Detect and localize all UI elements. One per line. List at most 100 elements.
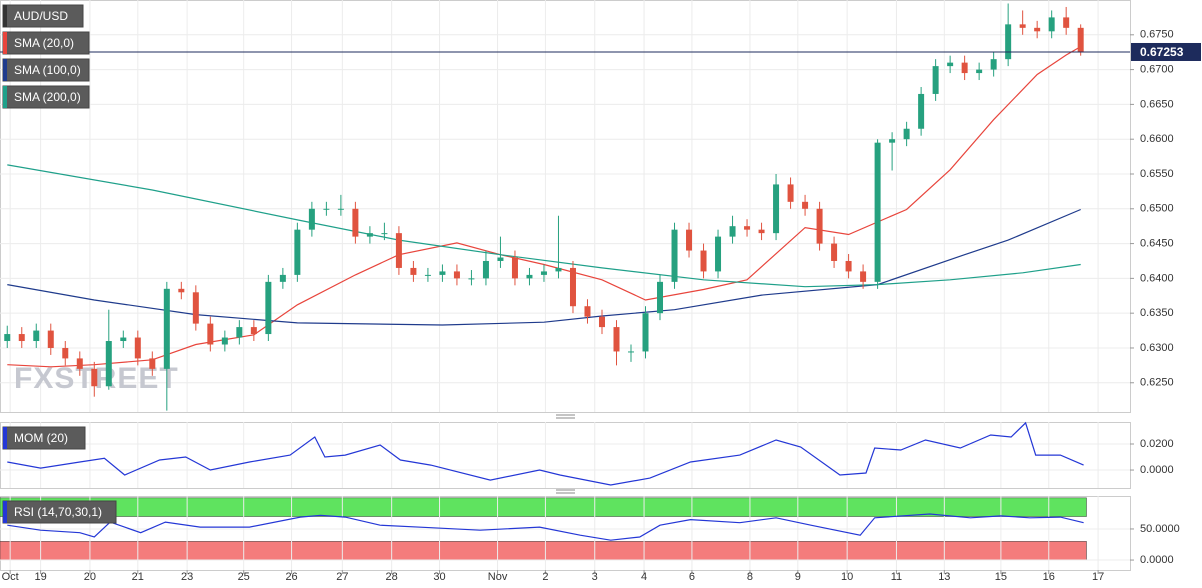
x-tick-label: 23: [181, 571, 193, 583]
candle-body: [584, 306, 591, 317]
candle-body: [831, 243, 838, 261]
y-tick-label: 0.6350: [1140, 307, 1174, 319]
candle-body: [294, 229, 301, 275]
candle-body: [758, 229, 765, 234]
x-tick-label: 21: [132, 571, 144, 583]
y-tick-label: 0.0000: [1140, 554, 1174, 566]
panel-frame: [0, 422, 1131, 489]
x-tick-label: 27: [336, 571, 348, 583]
y-tick-label: 0.6650: [1140, 98, 1174, 110]
candle-body: [482, 260, 489, 279]
y-tick-label: 0.6250: [1140, 377, 1174, 389]
y-tick-label: 50.0000: [1140, 523, 1180, 535]
x-tick-label: 10: [841, 571, 853, 583]
candle-body: [33, 330, 40, 342]
candle-body: [149, 358, 156, 369]
candle-body: [250, 327, 257, 335]
legend-label: SMA (200,0): [14, 90, 81, 104]
x-tick-label: 9: [795, 571, 801, 583]
candle-body: [961, 62, 968, 74]
x-tick-label: 16: [1043, 571, 1055, 583]
candle-body: [18, 334, 25, 342]
indicator-line: [7, 164, 1081, 288]
candle-body: [279, 274, 286, 282]
candle-body: [744, 226, 751, 230]
panel-grips: [556, 414, 575, 494]
candle-body: [1034, 27, 1041, 32]
candle-body: [424, 274, 431, 276]
legend-swatch: [3, 427, 7, 449]
candle-body: [845, 260, 852, 272]
x-tick-label: 6: [689, 571, 695, 583]
legend-swatch: [3, 5, 7, 27]
candle-body: [569, 267, 576, 307]
legend-swatch: [3, 501, 7, 523]
candle-body: [918, 93, 925, 129]
candle-body: [526, 274, 533, 279]
candle-body: [976, 69, 983, 74]
x-tick-label: 19: [34, 571, 46, 583]
candle-body: [628, 351, 635, 353]
x-tick-label: 11: [891, 571, 902, 583]
candle-body: [613, 327, 620, 352]
candle-body: [540, 271, 547, 275]
candle-body: [671, 229, 678, 282]
candle-body: [555, 267, 562, 272]
legend-label: AUD/USD: [14, 9, 68, 23]
y-tick-label: 0.6450: [1140, 237, 1174, 249]
candle-body: [511, 257, 518, 279]
y-tick-label: 0.6500: [1140, 203, 1174, 215]
candle-body: [497, 257, 504, 261]
candle-body: [1077, 27, 1084, 53]
candle-body: [91, 368, 98, 387]
x-tick-label: Nov: [488, 571, 508, 583]
candle-body: [236, 327, 243, 338]
candle-body: [1005, 24, 1012, 60]
candle-body: [1063, 17, 1070, 28]
candle-body: [990, 59, 997, 70]
legend-swatch: [3, 32, 7, 54]
candle-body: [62, 347, 69, 359]
x-tick-label: 30: [433, 571, 445, 583]
candle-body: [395, 233, 402, 268]
candle-body: [207, 323, 214, 345]
candle-body: [381, 233, 388, 235]
legend-label: MOM (20): [14, 431, 68, 445]
candle-body: [1048, 17, 1055, 32]
candle-body: [903, 128, 910, 140]
rsi-band: [0, 541, 1087, 561]
panel-frame: [0, 0, 1131, 413]
y-tick-label: 0.6750: [1140, 29, 1174, 41]
candle-body: [700, 250, 707, 272]
candle-body: [1019, 24, 1026, 28]
candle-body: [932, 66, 939, 94]
legend-label: SMA (100,0): [14, 63, 81, 77]
candle-body: [76, 358, 83, 369]
x-tick-label: 3: [592, 571, 598, 583]
candle-body: [947, 62, 954, 67]
candle-body: [323, 208, 330, 210]
candle-body: [715, 236, 722, 272]
last-price-label: 0.67253: [1140, 45, 1184, 59]
y-tick-label: 0.6600: [1140, 133, 1174, 145]
candle-body: [337, 208, 344, 210]
legend-label: SMA (20,0): [14, 36, 74, 50]
candle-body: [120, 337, 127, 342]
candle-body: [816, 208, 823, 244]
candle-body: [4, 334, 11, 342]
x-tick-label: 20: [84, 571, 96, 583]
last-price-box: [1131, 42, 1201, 61]
candle-body: [802, 201, 809, 209]
candle-body: [453, 271, 460, 279]
candle-body: [657, 281, 664, 314]
y-tick-label: 0.0000: [1140, 464, 1174, 476]
x-tick-label: 17: [1092, 571, 1104, 583]
x-tick-label: Oct: [2, 571, 19, 583]
x-tick-label: 13: [938, 571, 950, 583]
candle-body: [47, 330, 54, 348]
indicator-line: [7, 513, 1084, 541]
candle-body: [439, 271, 446, 275]
y-tick-label: 0.6400: [1140, 272, 1174, 284]
legend-label: RSI (14,70,30,1): [14, 505, 102, 519]
y-tick-label: 0.6550: [1140, 168, 1174, 180]
